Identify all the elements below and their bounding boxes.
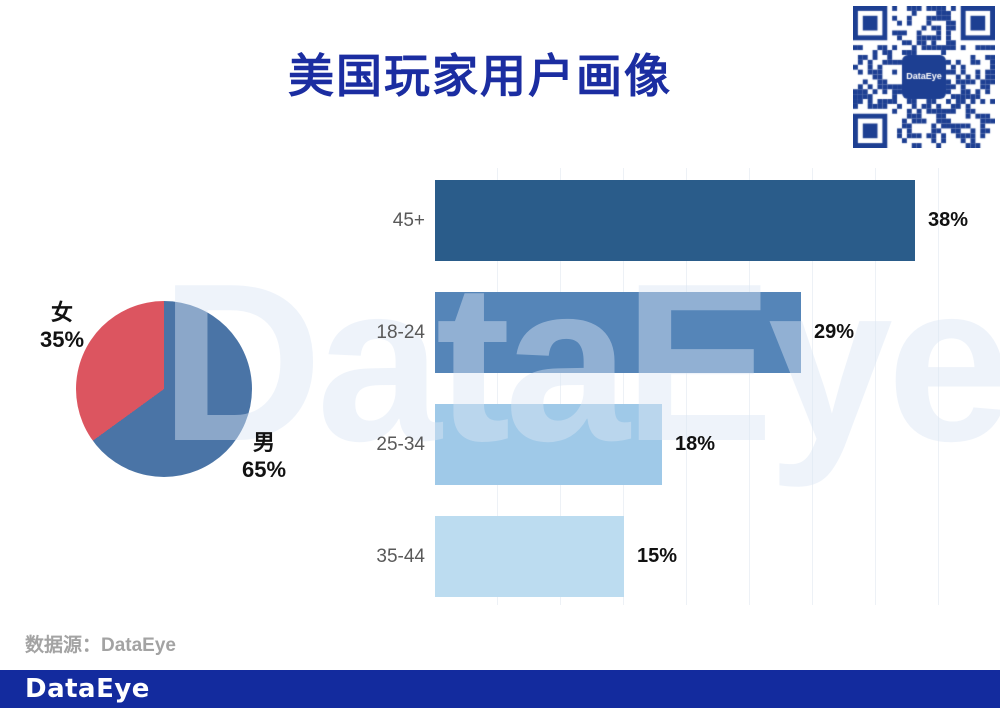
- pie-label-male-name: 男: [252, 430, 275, 455]
- bar-18-24: [435, 292, 801, 373]
- qr-code-canvas: [853, 6, 995, 148]
- bar-value-label: 38%: [928, 208, 969, 231]
- pie-label-male-value: 65%: [241, 457, 287, 482]
- bar-category-label: 25-34: [376, 433, 425, 455]
- bar-45+: [435, 180, 915, 261]
- pie-label-male: 男 65%: [219, 429, 309, 483]
- bar-35-44: [435, 516, 624, 597]
- bar-category-label: 35-44: [376, 545, 425, 567]
- qr-code: [853, 6, 995, 148]
- footer-logo: DataEye: [25, 674, 150, 704]
- bar-value-label: 29%: [814, 320, 855, 343]
- pie-label-female-name: 女: [50, 300, 73, 325]
- source-note: 数据源：DataEye: [25, 635, 176, 656]
- footer-bar: DataEye: [0, 670, 1000, 708]
- bar-value-label: 15%: [637, 544, 678, 567]
- bar-value-label: 18%: [675, 432, 716, 455]
- page-title: 美国玩家用户画像: [288, 50, 672, 102]
- gender-pie-chart: [76, 301, 252, 477]
- pie-label-female: 女 35%: [17, 299, 107, 353]
- pie-label-female-value: 35%: [39, 327, 85, 352]
- bar-25-34: [435, 404, 662, 485]
- bar-category-label: 18-24: [376, 321, 425, 343]
- bar-category-label: 45+: [392, 209, 425, 231]
